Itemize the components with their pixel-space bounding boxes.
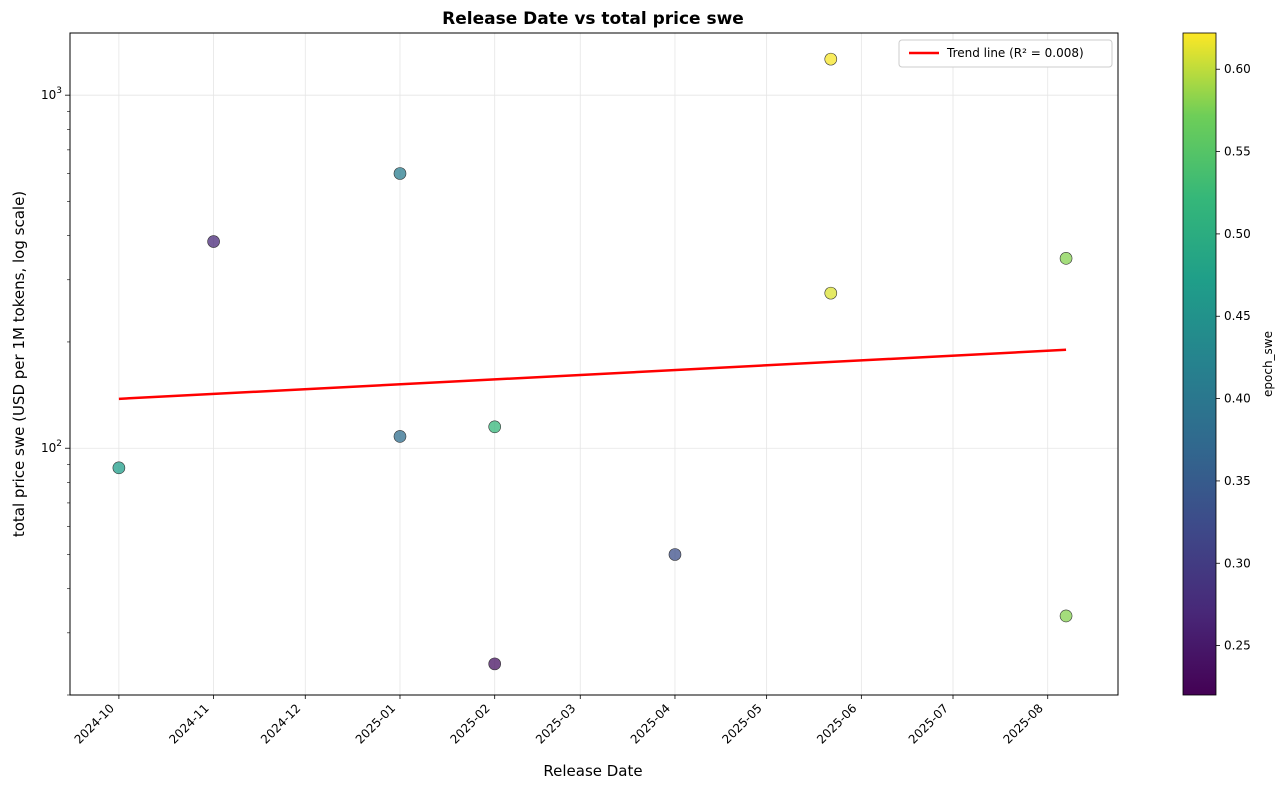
colorbar-tick-label: 0.35 bbox=[1224, 474, 1251, 488]
data-point bbox=[1059, 609, 1073, 623]
data-point bbox=[488, 657, 501, 671]
data-point bbox=[112, 461, 126, 475]
data-point bbox=[668, 548, 682, 561]
x-tick-label: 2025-04 bbox=[628, 701, 673, 746]
x-tick-label: 2025-03 bbox=[533, 701, 578, 746]
data-point bbox=[1059, 252, 1073, 265]
plot-frame bbox=[69, 32, 1119, 696]
x-tick-label: 2025-01 bbox=[353, 701, 398, 746]
colorbar-tick-label: 0.30 bbox=[1224, 556, 1251, 570]
y-tick-label: 103 bbox=[41, 86, 62, 102]
colorbar-tick-label: 0.55 bbox=[1224, 145, 1251, 159]
colorbar-ticks: 0.25 0.30 0.35 0.40 0.45 0.50 0.55 0.60 bbox=[1216, 62, 1251, 653]
data-point bbox=[824, 286, 838, 300]
x-tick-label: 2025-06 bbox=[814, 701, 859, 746]
x-axis-label: Release Date bbox=[543, 762, 642, 780]
colorbar-tick-label: 0.50 bbox=[1224, 227, 1251, 241]
x-tick-label: 2025-02 bbox=[447, 701, 492, 746]
y-tick-label: 102 bbox=[41, 439, 62, 455]
x-tick-label: 2025-08 bbox=[1000, 701, 1045, 746]
y-axis-label: total price swe (USD per 1M tokens, log … bbox=[10, 191, 28, 537]
legend: Trend line (R² = 0.008) bbox=[898, 39, 1113, 68]
data-point bbox=[824, 52, 838, 66]
colorbar-tick-label: 0.25 bbox=[1224, 639, 1251, 653]
x-axis-ticks: 2024-10 2024-11 2024-12 2025-01 2025-02 2025-… bbox=[72, 695, 1049, 747]
data-point bbox=[207, 235, 220, 248]
colorbar-tick-label: 0.60 bbox=[1224, 62, 1251, 76]
grid-lines bbox=[70, 33, 1118, 695]
legend-trend-label: Trend line (R² = 0.008) bbox=[946, 46, 1084, 60]
trend-line bbox=[118, 348, 1067, 401]
plot-area bbox=[70, 33, 1118, 695]
colorbar-label: epoch_swe bbox=[1261, 331, 1275, 397]
colorbar-gradient bbox=[1182, 32, 1217, 696]
colorbar-tick-label: 0.45 bbox=[1224, 309, 1251, 323]
data-points bbox=[112, 52, 1073, 671]
trend-line-group bbox=[118, 348, 1067, 401]
y-axis-ticks: 102 103 bbox=[41, 86, 70, 696]
x-tick-label: 2025-05 bbox=[719, 701, 764, 746]
x-tick-label: 2025-07 bbox=[906, 701, 951, 746]
x-tick-label: 2024-11 bbox=[166, 701, 211, 746]
colorbar-tick-label: 0.40 bbox=[1224, 392, 1251, 406]
legend-box bbox=[898, 39, 1113, 68]
data-point bbox=[393, 167, 407, 180]
colorbar: 0.25 0.30 0.35 0.40 0.45 0.50 0.55 0.60 epoch_s… bbox=[1182, 32, 1275, 696]
x-tick-label: 2024-12 bbox=[258, 701, 303, 746]
chart-title: Release Date vs total price swe bbox=[442, 9, 744, 29]
data-point bbox=[488, 420, 501, 434]
x-tick-label: 2024-10 bbox=[72, 701, 117, 746]
data-point bbox=[393, 430, 407, 443]
